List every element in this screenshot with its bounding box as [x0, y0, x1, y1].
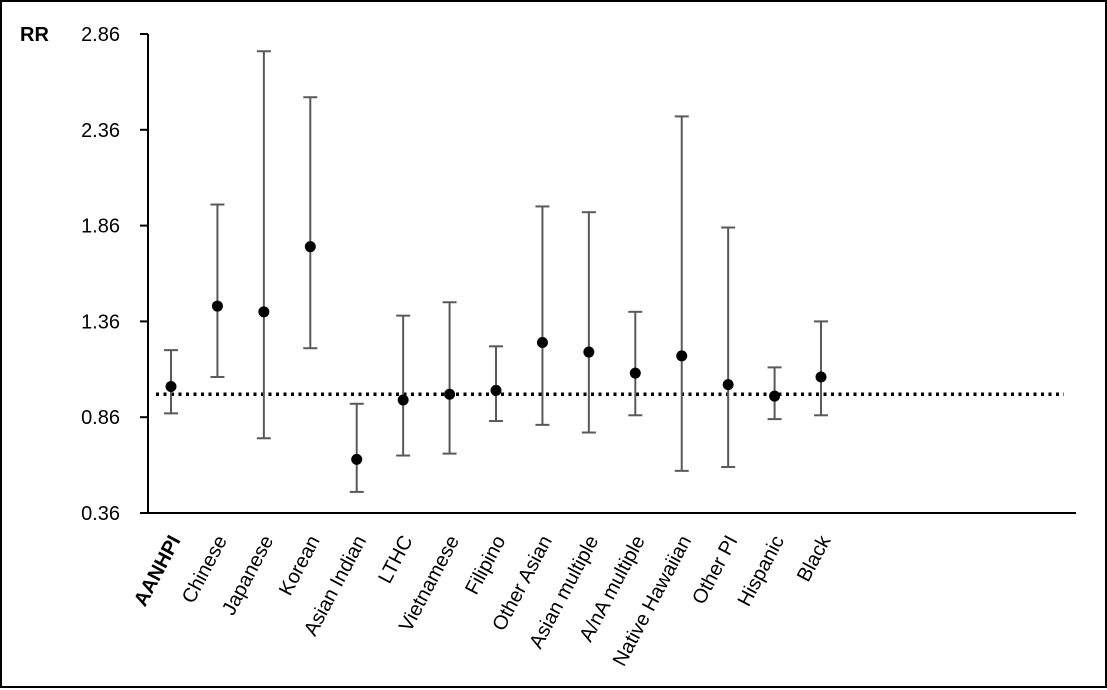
- data-point: [769, 390, 781, 402]
- data-point: [165, 381, 177, 393]
- x-tick-label: LTHC: [374, 532, 417, 587]
- x-tick-label: Chinese: [178, 532, 232, 607]
- data-point: [536, 336, 548, 348]
- error-bars: [164, 50, 829, 493]
- data-point: [258, 306, 270, 318]
- y-tick-labels: 0.36 0.86 1.36 1.86 2.36 2.86: [81, 24, 120, 525]
- x-tick-label: AANHPI: [130, 532, 185, 610]
- y-tick-label: 1.36: [81, 311, 120, 333]
- data-point: [722, 379, 734, 391]
- data-point: [397, 394, 409, 406]
- data-point: [304, 241, 316, 253]
- data-point: [583, 346, 595, 358]
- y-tick-label: 0.86: [81, 407, 120, 429]
- x-tick-label: Hispanic: [734, 532, 789, 610]
- data-point: [629, 367, 641, 379]
- data-point: [490, 384, 502, 396]
- data-point: [444, 388, 456, 400]
- x-tick-label: Korean: [275, 532, 325, 599]
- x-tick-label: Filipino: [461, 532, 510, 598]
- y-tick-label: 1.86: [81, 216, 120, 238]
- data-point: [351, 453, 363, 465]
- data-points: [165, 241, 827, 465]
- y-tick-label: 0.36: [81, 503, 120, 525]
- y-tick-label: 2.36: [81, 120, 120, 142]
- y-axis-label: RR: [20, 24, 49, 46]
- data-point: [815, 371, 827, 383]
- y-tick-label: 2.86: [81, 24, 120, 46]
- x-tick-label: Black: [793, 531, 836, 585]
- axes: [140, 33, 1076, 514]
- data-point: [676, 350, 688, 362]
- data-point: [211, 300, 223, 312]
